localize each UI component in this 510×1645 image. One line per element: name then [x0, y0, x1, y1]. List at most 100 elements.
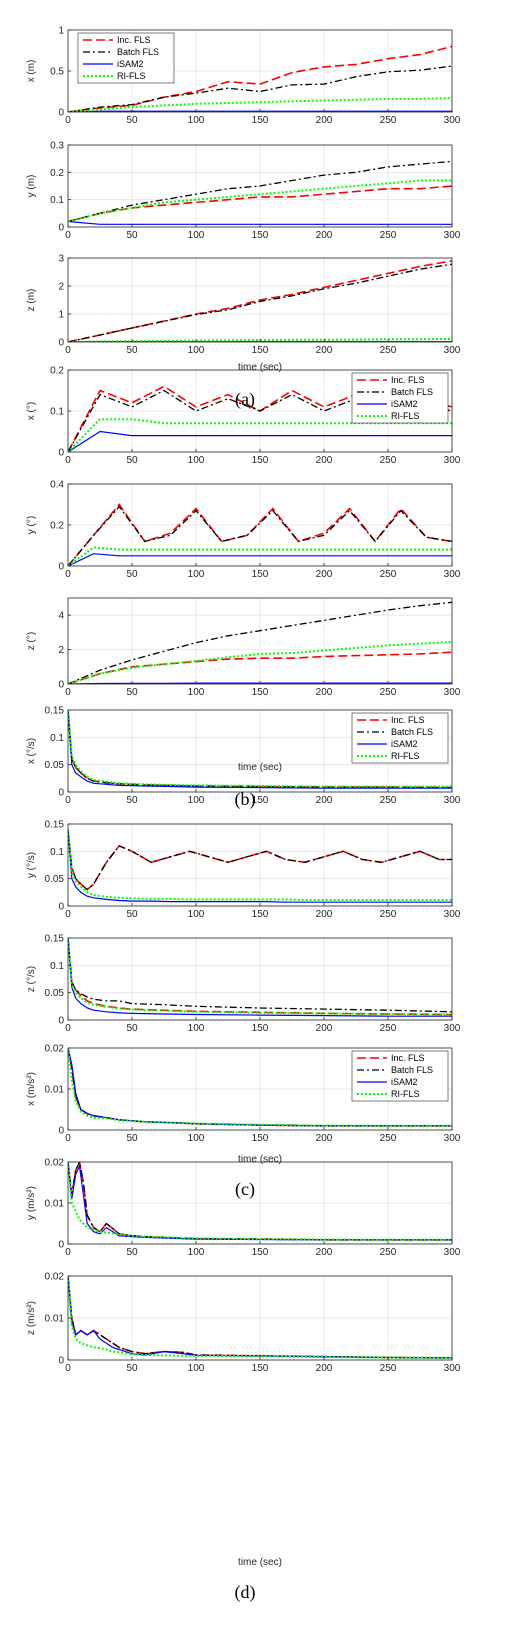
y-axis-label: x (°/s) — [26, 738, 37, 764]
x-tick-label: 50 — [126, 687, 138, 698]
x-tick-label: 300 — [444, 795, 461, 806]
x-tick-label: 250 — [380, 1363, 397, 1374]
legend-label: Inc. FLS — [391, 375, 425, 385]
y-axis-label: y (m/s²) — [26, 1186, 37, 1220]
x-tick-label: 100 — [188, 230, 205, 241]
legend-box — [351, 1050, 449, 1102]
x-tick-label: 0 — [65, 115, 71, 126]
x-tick-label: 250 — [380, 569, 397, 580]
legend-label: RI-FLS — [117, 71, 146, 81]
legend-label: Inc. FLS — [117, 35, 151, 45]
y-axis-label: x (m) — [26, 60, 37, 83]
x-tick-label: 150 — [252, 230, 269, 241]
series-line-ri-fls — [68, 829, 452, 901]
x-tick-label: 0 — [65, 909, 71, 920]
series-group — [68, 1276, 452, 1359]
y-tick-label: 0.05 — [45, 874, 65, 885]
y-tick-label: 1 — [58, 310, 64, 321]
x-tick-label: 0 — [65, 687, 71, 698]
series-line-isam2 — [68, 430, 452, 452]
x-tick-label: 100 — [188, 1247, 205, 1258]
y-tick-label: 0 — [58, 1240, 64, 1251]
x-tick-label: 250 — [380, 687, 397, 698]
y-tick-label: 0 — [58, 223, 64, 234]
x-tick-label: 250 — [380, 795, 397, 806]
x-tick-label: 250 — [380, 115, 397, 126]
subplot-7: 0 50 100 150 200 250 300 0 0.05 0.1 0.15 x (°/s) Inc… — [26, 706, 461, 807]
x-tick-label: 150 — [252, 115, 269, 126]
y-tick-label: 0 — [58, 338, 64, 349]
y-tick-label: 0 — [58, 902, 64, 913]
y-tick-label: 0.5 — [50, 67, 64, 78]
x-axis-label: time (sec) — [238, 762, 282, 773]
x-tick-label: 250 — [380, 345, 397, 356]
series-line-ri-fls — [68, 1276, 452, 1359]
x-tick-label: 100 — [188, 909, 205, 920]
series-line-isam2 — [68, 710, 452, 789]
legend: Inc. FLS Batch FLS iSAM2 RI-FLS — [351, 372, 449, 424]
x-tick-label: 150 — [252, 1133, 269, 1144]
x-tick-label: 200 — [316, 687, 333, 698]
legend: Inc. FLS Batch FLS iSAM2 RI-FLS — [77, 32, 175, 84]
legend: Inc. FLS Batch FLS iSAM2 RI-FLS — [351, 712, 449, 764]
y-tick-label: 0 — [58, 562, 64, 573]
x-tick-label: 300 — [444, 1247, 461, 1258]
x-tick-label: 150 — [252, 455, 269, 466]
legend-label: RI-FLS — [391, 411, 420, 421]
x-tick-label: 250 — [380, 1023, 397, 1034]
series-line-isam2 — [68, 553, 452, 566]
y-tick-label: 0.1 — [50, 407, 64, 418]
series-line-isam2 — [68, 938, 452, 1017]
x-tick-label: 100 — [188, 345, 205, 356]
panel-caption: (b) — [235, 789, 256, 810]
x-tick-label: 50 — [126, 1363, 138, 1374]
legend-label: Inc. FLS — [391, 715, 425, 725]
x-tick-label: 50 — [126, 1023, 138, 1034]
x-tick-label: 200 — [316, 115, 333, 126]
y-axis-label: y (°/s) — [26, 852, 37, 878]
y-tick-label: 0 — [58, 448, 64, 459]
x-tick-label: 100 — [188, 569, 205, 580]
legend-label: Batch FLS — [117, 47, 159, 57]
y-axis-label: y (°) — [26, 516, 37, 534]
x-tick-label: 300 — [444, 687, 461, 698]
x-tick-label: 0 — [65, 569, 71, 580]
y-axis-label: z (°/s) — [26, 966, 37, 992]
y-tick-label: 0.3 — [50, 141, 64, 152]
x-tick-label: 0 — [65, 345, 71, 356]
x-tick-label: 50 — [126, 1133, 138, 1144]
x-tick-label: 0 — [65, 1133, 71, 1144]
x-tick-label: 150 — [252, 687, 269, 698]
y-tick-label: 0.01 — [45, 1199, 65, 1210]
series-line-isam2 — [68, 1162, 452, 1241]
x-tick-label: 0 — [65, 1247, 71, 1258]
subplot-10: 0 50 100 150 200 250 300 0 0.01 0.02 x (m/s²) Inc. … — [26, 1044, 461, 1145]
y-axis-label: x (°) — [26, 402, 37, 420]
y-tick-label: 0.02 — [45, 1158, 65, 1169]
legend-label: Batch FLS — [391, 727, 433, 737]
x-tick-label: 150 — [252, 1023, 269, 1034]
x-tick-label: 200 — [316, 795, 333, 806]
panel-caption: (d) — [235, 1582, 256, 1603]
y-tick-label: 0 — [58, 1016, 64, 1027]
x-tick-label: 300 — [444, 909, 461, 920]
x-tick-label: 300 — [444, 1023, 461, 1034]
series-line-batch-fls — [68, 829, 452, 891]
x-tick-label: 200 — [316, 1247, 333, 1258]
y-tick-label: 2 — [58, 645, 64, 656]
y-tick-label: 0 — [58, 1356, 64, 1367]
series-line-inc-fls — [68, 45, 452, 112]
x-tick-label: 0 — [65, 795, 71, 806]
x-tick-label: 0 — [65, 455, 71, 466]
series-line-inc-fls — [68, 651, 452, 684]
x-tick-label: 300 — [444, 1363, 461, 1374]
subplot-6: 0 50 100 150 200 250 300 0 2 4 z (°) — [26, 597, 461, 698]
series-line-ri-fls — [68, 710, 452, 788]
x-tick-label: 200 — [316, 345, 333, 356]
x-tick-label: 300 — [444, 569, 461, 580]
legend-label: Batch FLS — [391, 1065, 433, 1075]
subplot-5: 0 50 100 150 200 250 300 0 0.2 0.4 y (°) — [26, 480, 461, 581]
y-tick-label: 0.15 — [45, 706, 65, 717]
y-tick-label: 0.1 — [50, 733, 64, 744]
legend-label: iSAM2 — [117, 59, 144, 69]
